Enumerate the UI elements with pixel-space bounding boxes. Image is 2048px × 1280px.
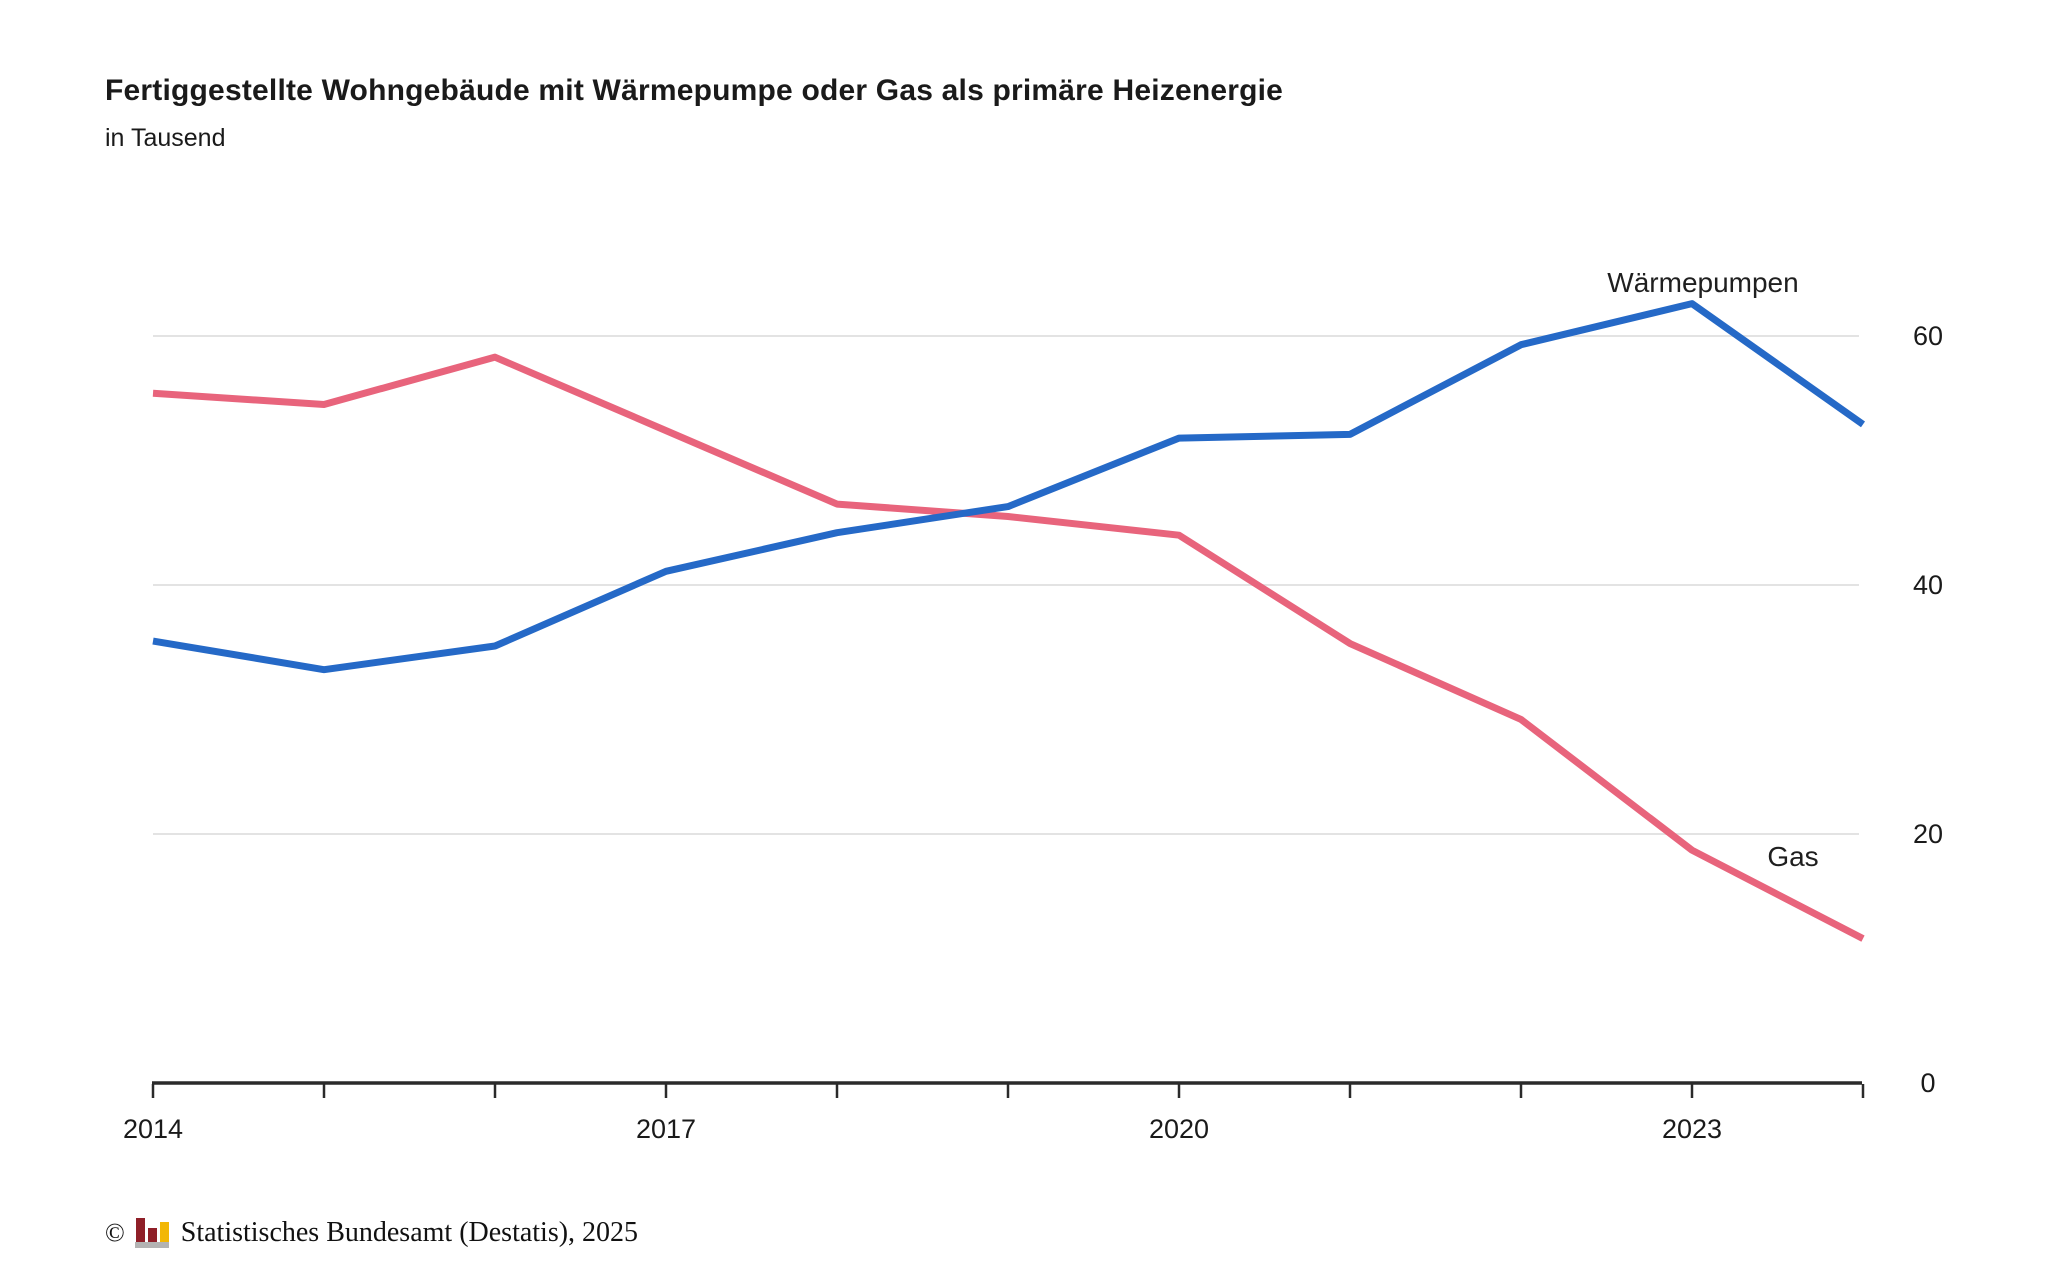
chart-subtitle-unit: in Tausend xyxy=(105,124,226,152)
destatis-bar-chart-icon xyxy=(134,1216,171,1250)
series-label-heat-pumps: Wärmepumpen xyxy=(1607,267,1799,298)
y-axis-label-0: 0 xyxy=(1920,1068,1935,1098)
x-axis-label-2023: 2023 xyxy=(1662,1114,1722,1144)
chart-title: Fertiggestellte Wohngebäude mit Wärmepum… xyxy=(105,74,1284,107)
series-line-wärmepumpen xyxy=(152,300,1866,674)
series-line-gas xyxy=(152,353,1865,942)
x-axis-label-2020: 2020 xyxy=(1149,1114,1209,1144)
destatis-icon-base xyxy=(134,1242,169,1248)
y-axis-label-20: 20 xyxy=(1913,819,1943,849)
x-axis-label-2017: 2017 xyxy=(636,1114,696,1144)
source-text: Statistisches Bundesamt (Destatis), 2025 xyxy=(180,1217,639,1248)
y-axis-label-60: 60 xyxy=(1913,321,1943,351)
copyright-symbol: © xyxy=(105,1218,125,1247)
destatis-icon-bar-2 xyxy=(147,1228,157,1242)
source-attribution: © Statistisches Bundesamt (Destatis), 20… xyxy=(105,1216,638,1250)
y-axis-label-40: 40 xyxy=(1913,570,1943,600)
series-label-gas: Gas xyxy=(1767,841,1819,872)
destatis-icon-bar-1 xyxy=(135,1218,145,1242)
x-axis-label-2014: 2014 xyxy=(123,1114,183,1144)
destatis-icon-bar-3 xyxy=(159,1222,169,1242)
